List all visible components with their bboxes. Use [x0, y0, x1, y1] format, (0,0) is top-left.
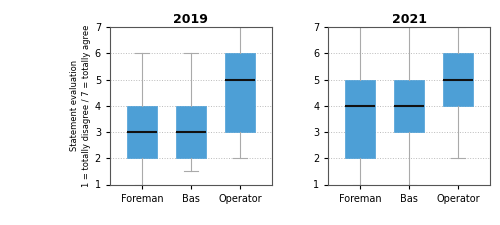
Title: 2021: 2021: [392, 13, 426, 26]
Y-axis label: Statement evaluation
1 = totally disagree / 7 = totally agree: Statement evaluation 1 = totally disagre…: [70, 25, 90, 187]
PathPatch shape: [394, 79, 424, 132]
PathPatch shape: [444, 53, 473, 106]
PathPatch shape: [176, 106, 206, 158]
Title: 2019: 2019: [174, 13, 208, 26]
PathPatch shape: [346, 79, 375, 158]
PathPatch shape: [127, 106, 156, 158]
PathPatch shape: [225, 53, 254, 132]
